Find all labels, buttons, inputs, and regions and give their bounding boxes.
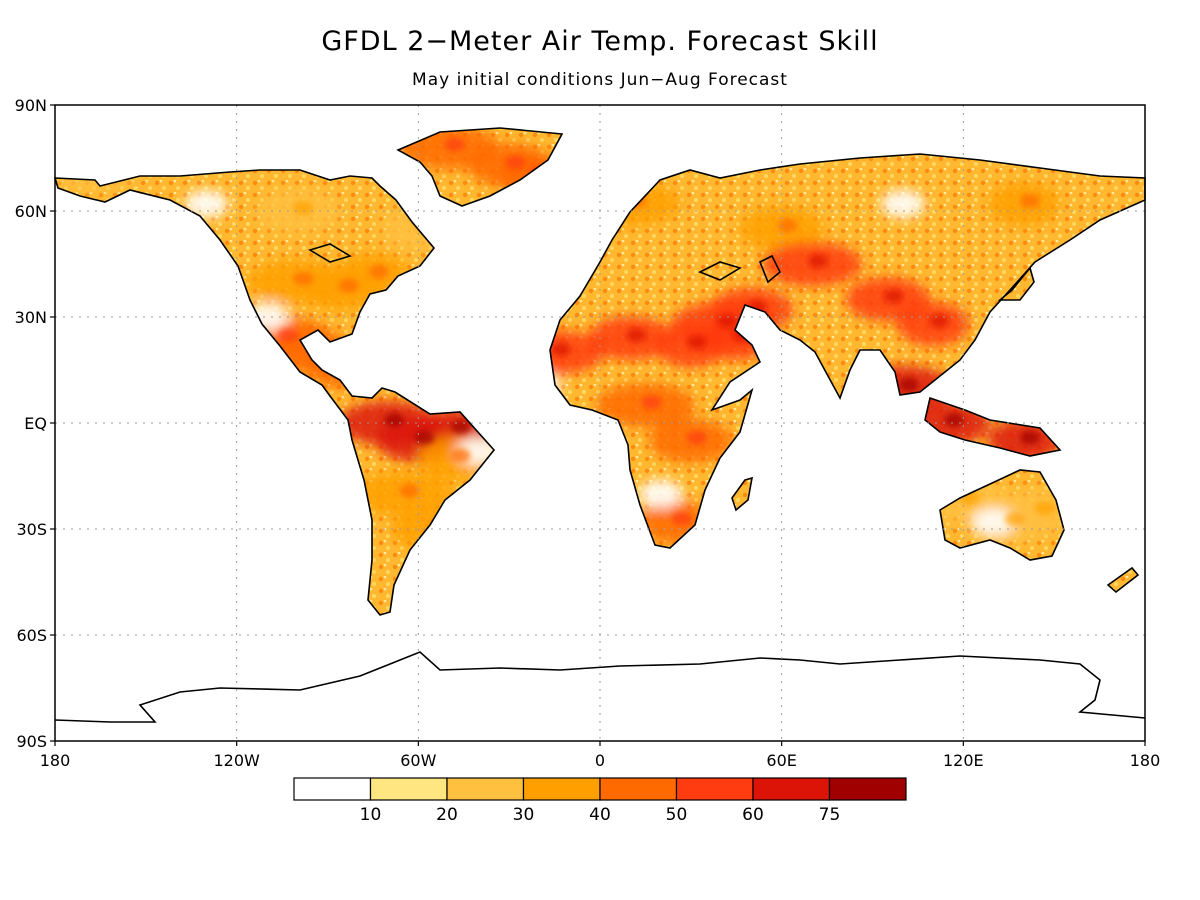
lon-tick-label: 180: [1130, 751, 1161, 770]
skill-core: [399, 483, 420, 498]
skill-core: [550, 342, 571, 357]
colorbar-swatch: [752, 777, 831, 801]
skill-core: [338, 278, 359, 293]
skill-core: [777, 218, 798, 233]
low-skill-region: [638, 479, 683, 508]
colorbar-label: 20: [436, 805, 458, 825]
skill-core: [293, 271, 314, 286]
skill-core: [671, 511, 692, 526]
low-skill-region: [880, 189, 925, 218]
colorbar-label: 60: [742, 805, 764, 825]
skill-core: [293, 201, 314, 215]
graticule: [55, 105, 1145, 741]
colorbar-label: 10: [360, 805, 382, 825]
skill-core: [1035, 501, 1056, 516]
skill-core: [1019, 193, 1040, 208]
lon-tick-label: 120W: [213, 751, 260, 770]
low-skill-region: [971, 507, 1016, 536]
lat-labels: 90N 60N 30N EQ 30S 60S 90S: [15, 96, 47, 751]
lat-tick-label: EQ: [24, 414, 47, 433]
skill-core: [898, 377, 919, 392]
skill-core: [717, 314, 738, 329]
skill-core: [414, 430, 435, 445]
axis-ticks: [50, 104, 1146, 746]
lat-tick-label: 30N: [15, 308, 47, 327]
skill-core: [929, 314, 950, 329]
skill-core: [686, 335, 707, 350]
skill-core: [278, 328, 299, 343]
colorbar-swatch: [675, 777, 754, 801]
skill-core: [444, 137, 465, 152]
skill-core: [1004, 511, 1025, 526]
skill-core: [686, 430, 707, 445]
skill-core: [450, 448, 471, 463]
lat-tick-label: 30S: [16, 520, 47, 539]
skill-core: [505, 155, 526, 170]
lon-tick-label: 180: [40, 751, 71, 770]
colorbar: [293, 777, 907, 801]
colorbar-labels: 10 20 30 40 50 60 75: [360, 805, 841, 825]
lon-tick-label: 120E: [943, 751, 984, 770]
lat-tick-label: 90S: [16, 732, 47, 751]
skill-core: [883, 289, 904, 304]
lat-tick-label: 60N: [15, 202, 47, 221]
skill-core: [944, 413, 965, 427]
skill-core: [450, 420, 471, 435]
skill-core: [626, 328, 647, 343]
colorbar-label: 40: [589, 805, 611, 825]
lon-labels: 180 120W 60W 0 60E 120E 180: [40, 751, 1161, 770]
colorbar-label: 50: [666, 805, 688, 825]
map-subtitle: May initial conditions Jun−Aug Forecast: [412, 70, 788, 90]
lon-tick-label: 60W: [400, 751, 436, 770]
colorbar-swatch: [446, 777, 525, 801]
lon-tick-label: 0: [595, 751, 605, 770]
colorbar-swatch: [369, 777, 448, 801]
skill-core: [368, 264, 389, 279]
lon-tick-label: 60E: [766, 751, 796, 770]
colorbar-swatch: [293, 777, 372, 801]
lat-tick-label: 60S: [16, 626, 47, 645]
skill-core: [807, 254, 828, 268]
low-skill-region: [184, 189, 229, 218]
colorbar-swatch: [522, 777, 601, 801]
colorbar-swatch: [828, 777, 907, 801]
skill-core: [1019, 430, 1040, 445]
map-title: GFDL 2−Meter Air Temp. Forecast Skill: [321, 26, 879, 57]
colorbar-label: 75: [819, 805, 841, 825]
skill-core: [384, 413, 405, 427]
lat-tick-label: 90N: [15, 96, 47, 115]
coastlines: [53, 127, 1146, 723]
skill-core: [641, 395, 662, 410]
colorbar-label: 30: [513, 805, 535, 825]
colorbar-swatch: [599, 777, 678, 801]
